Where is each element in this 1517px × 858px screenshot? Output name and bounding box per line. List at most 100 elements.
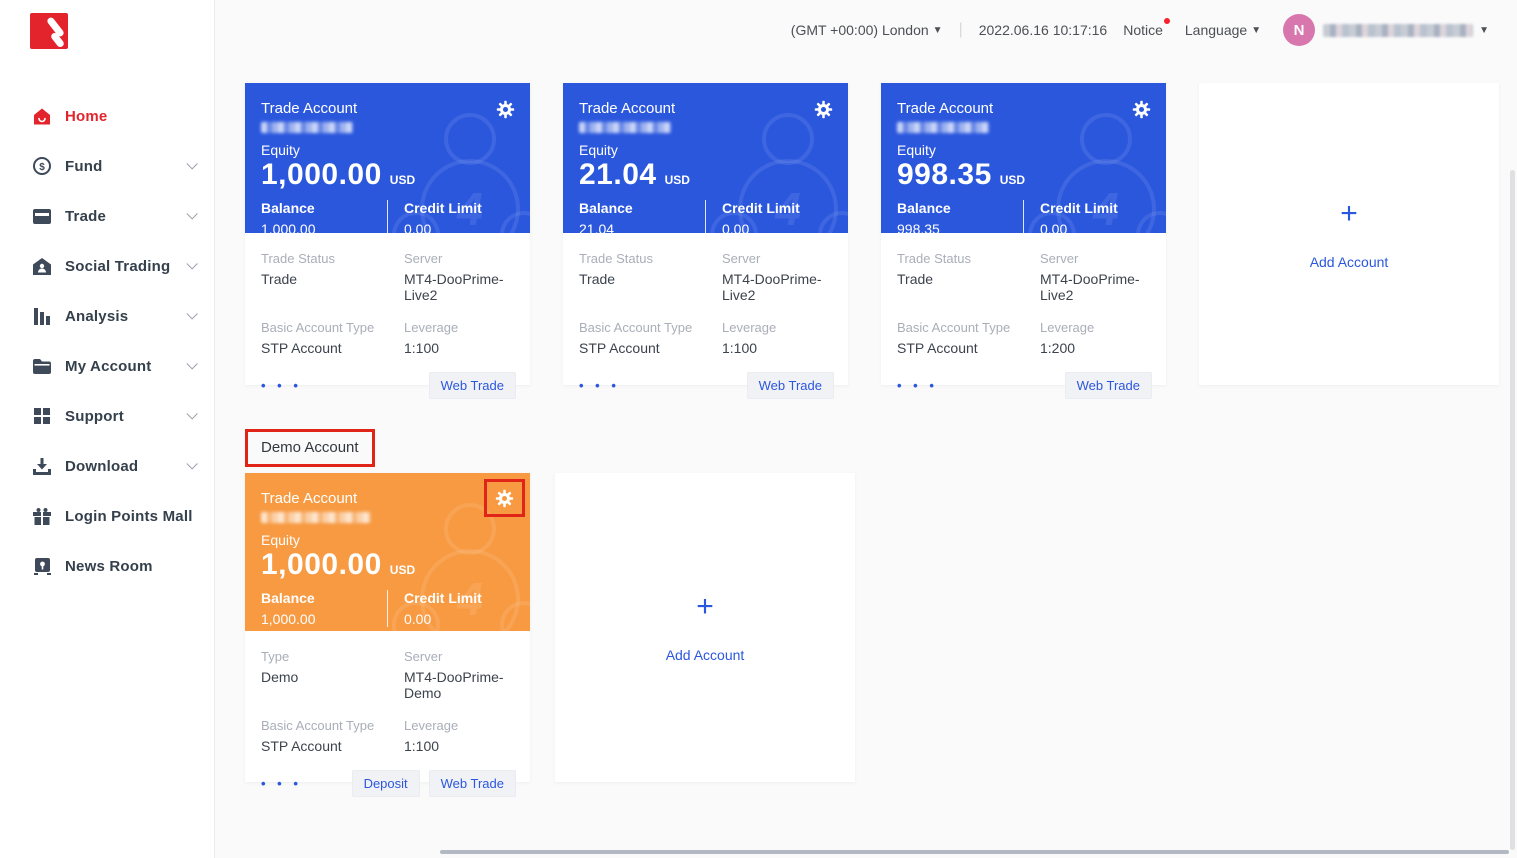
plus-icon: + bbox=[1340, 196, 1358, 230]
sidebar-item-support[interactable]: Support bbox=[0, 391, 214, 441]
add-account-label: Add Account bbox=[665, 647, 745, 663]
more-options-button[interactable]: • • • bbox=[261, 378, 302, 393]
chevron-down-icon bbox=[186, 308, 198, 320]
trade-account-card-2: Trade Account 4 Equity 21.04 USD bbox=[563, 83, 848, 399]
add-account-card[interactable]: + Add Account bbox=[555, 473, 855, 782]
language-selector[interactable]: Language ▼ bbox=[1185, 22, 1261, 38]
sidebar-item-social-trading[interactable]: Social Trading bbox=[0, 241, 214, 291]
sidebar-item-login-points-mall[interactable]: Login Points Mall bbox=[0, 491, 214, 541]
more-options-button[interactable]: • • • bbox=[261, 776, 302, 791]
basic-account-type-label: Basic Account Type bbox=[897, 320, 1011, 335]
more-options-button[interactable]: • • • bbox=[897, 378, 938, 393]
notice-label: Notice bbox=[1123, 22, 1163, 38]
balance-label: Balance bbox=[261, 590, 315, 606]
caret-down-icon: ▼ bbox=[1251, 24, 1262, 36]
leverage-value: 1:100 bbox=[722, 340, 758, 356]
sidebar-item-my-account[interactable]: My Account bbox=[0, 341, 214, 391]
basic-account-type-label: Basic Account Type bbox=[579, 320, 693, 335]
credit-limit-value: 0.00 bbox=[404, 611, 432, 627]
sidebar-item-analysis[interactable]: Analysis bbox=[0, 291, 214, 341]
sidebar-item-news-room[interactable]: News Room bbox=[0, 541, 214, 591]
gear-icon[interactable] bbox=[494, 487, 516, 509]
trade-status-value: Trade bbox=[261, 271, 298, 287]
horizontal-scrollbar[interactable] bbox=[440, 850, 1509, 854]
brand-logo[interactable] bbox=[30, 13, 68, 49]
grid-icon bbox=[32, 407, 52, 425]
sidebar: Home $ Fund Trade Social Trading bbox=[0, 0, 215, 858]
card-header: Trade Account 4 Equity 21.04 USD bbox=[563, 83, 848, 233]
web-trade-button[interactable]: Web Trade bbox=[746, 372, 834, 399]
credit-limit-value: 0.00 bbox=[404, 221, 432, 233]
content: Trade Account 4 Equity 1,000.00 USD bbox=[215, 83, 1517, 797]
type-label: Type bbox=[261, 649, 290, 664]
live-accounts-row: Trade Account 4 Equity 1,000.00 USD bbox=[245, 83, 1517, 399]
chevron-down-icon bbox=[186, 158, 198, 170]
sidebar-item-trade[interactable]: Trade bbox=[0, 191, 214, 241]
gear-icon[interactable] bbox=[1130, 98, 1152, 120]
gear-icon[interactable] bbox=[812, 98, 834, 120]
credit-limit-label: Credit Limit bbox=[1040, 200, 1118, 216]
credit-limit-label: Credit Limit bbox=[404, 590, 482, 606]
chevron-down-icon bbox=[186, 458, 198, 470]
plus-icon: + bbox=[696, 590, 714, 623]
notice-link[interactable]: Notice bbox=[1123, 18, 1170, 38]
balance-label: Balance bbox=[579, 200, 633, 216]
trade-status-value: Trade bbox=[897, 271, 934, 287]
equity-currency: USD bbox=[664, 173, 690, 187]
sidebar-item-label: Social Trading bbox=[65, 257, 171, 275]
svg-text:$: $ bbox=[39, 162, 45, 173]
gear-icon[interactable] bbox=[494, 98, 516, 120]
more-options-button[interactable]: • • • bbox=[579, 378, 620, 393]
trade-account-card-1: Trade Account 4 Equity 1,000.00 USD bbox=[245, 83, 530, 399]
balance-value: 1,000.00 bbox=[261, 221, 316, 233]
web-trade-button[interactable]: Web Trade bbox=[1064, 372, 1152, 399]
card-details: Trade Status Trade Server MT4-DooPrime-Liv… bbox=[245, 233, 530, 356]
account-number-redacted bbox=[261, 122, 353, 133]
equity-label: Equity bbox=[897, 142, 936, 158]
sidebar-item-label: News Room bbox=[65, 557, 153, 575]
demo-accounts-row: Trade Account 4 Equity 1,000.00 USD bbox=[245, 473, 1517, 797]
gift-icon bbox=[32, 507, 52, 525]
leverage-label: Leverage bbox=[1040, 320, 1095, 335]
timezone-selector[interactable]: (GMT +00:00) London ▼ bbox=[791, 22, 943, 38]
web-trade-button[interactable]: Web Trade bbox=[428, 372, 516, 399]
sidebar-item-fund[interactable]: $ Fund bbox=[0, 141, 214, 191]
chevron-down-icon bbox=[186, 208, 198, 220]
datetime-label: 2022.06.16 10:17:16 bbox=[978, 22, 1108, 38]
equity-label: Equity bbox=[261, 532, 300, 548]
svg-text:4: 4 bbox=[456, 183, 483, 233]
card-header: Trade Account 4 Equity 1,000.00 USD bbox=[245, 83, 530, 233]
demo-section-title: Demo Account bbox=[261, 439, 359, 456]
sidebar-item-label: Trade bbox=[65, 207, 107, 225]
chevron-down-icon bbox=[186, 258, 198, 270]
server-value: MT4-DooPrime-Live2 bbox=[722, 271, 822, 303]
vertical-scrollbar[interactable] bbox=[1510, 170, 1515, 850]
equity-value: 21.04 bbox=[579, 158, 657, 191]
sidebar-item-label: Fund bbox=[65, 157, 103, 175]
mt4-watermark: 4 bbox=[368, 105, 530, 233]
credit-limit-value: 0.00 bbox=[722, 221, 750, 233]
card-title: Trade Account bbox=[579, 100, 676, 117]
annotation-box-gear bbox=[484, 479, 525, 517]
add-account-card[interactable]: + Add Account bbox=[1199, 83, 1499, 385]
chevron-down-icon bbox=[186, 408, 198, 420]
sidebar-item-home[interactable]: Home bbox=[0, 91, 214, 141]
card-title: Trade Account bbox=[261, 490, 358, 507]
leverage-value: 1:100 bbox=[404, 340, 440, 356]
web-trade-button[interactable]: Web Trade bbox=[428, 770, 516, 797]
type-value: Demo bbox=[261, 669, 299, 685]
equity-value: 1,000.00 bbox=[261, 548, 382, 581]
annotation-box-demo-account: Demo Account bbox=[245, 429, 375, 467]
mt4-watermark: 4 bbox=[1004, 105, 1166, 233]
sidebar-menu: Home $ Fund Trade Social Trading bbox=[0, 91, 214, 591]
balance-value: 21.04 bbox=[579, 221, 615, 233]
equity-currency: USD bbox=[389, 563, 416, 577]
trade-status-value: Trade bbox=[579, 271, 616, 287]
sidebar-item-download[interactable]: Download bbox=[0, 441, 214, 491]
deposit-button[interactable]: Deposit bbox=[351, 770, 420, 797]
credit-limit-value: 0.00 bbox=[1040, 221, 1068, 233]
user-menu[interactable]: N ▼ bbox=[1277, 14, 1489, 46]
account-number-redacted bbox=[897, 122, 989, 133]
basic-account-type-label: Basic Account Type bbox=[261, 320, 375, 335]
download-icon bbox=[32, 457, 52, 475]
